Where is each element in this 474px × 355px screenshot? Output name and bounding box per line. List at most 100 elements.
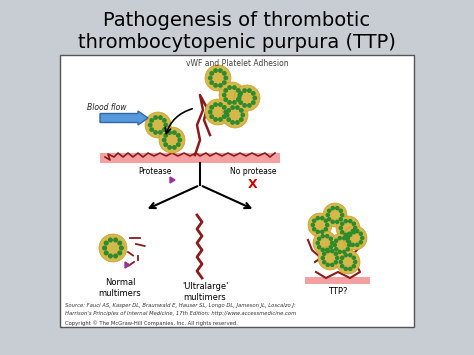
- Circle shape: [109, 254, 112, 258]
- Circle shape: [210, 72, 213, 75]
- Circle shape: [150, 119, 154, 122]
- Circle shape: [223, 115, 226, 118]
- Circle shape: [233, 86, 236, 89]
- Circle shape: [331, 250, 334, 253]
- Circle shape: [361, 236, 364, 240]
- Circle shape: [234, 85, 260, 111]
- Circle shape: [219, 69, 222, 72]
- Circle shape: [352, 256, 356, 260]
- Circle shape: [209, 76, 212, 80]
- Circle shape: [343, 250, 346, 253]
- Circle shape: [354, 226, 357, 230]
- Circle shape: [104, 241, 108, 245]
- Circle shape: [341, 213, 344, 217]
- Circle shape: [326, 235, 329, 238]
- Text: vWF and Platelet Adhesion: vWF and Platelet Adhesion: [186, 59, 288, 67]
- Circle shape: [330, 233, 354, 257]
- Text: Protease: Protease: [138, 168, 172, 176]
- Circle shape: [338, 250, 341, 253]
- Circle shape: [210, 81, 213, 84]
- Circle shape: [331, 263, 334, 266]
- Circle shape: [231, 106, 234, 109]
- Circle shape: [335, 239, 338, 242]
- Circle shape: [248, 89, 251, 92]
- Circle shape: [323, 252, 326, 255]
- Circle shape: [313, 228, 316, 231]
- Text: TTP?: TTP?: [328, 288, 348, 296]
- Circle shape: [252, 101, 255, 104]
- Circle shape: [336, 220, 339, 223]
- Circle shape: [336, 256, 339, 260]
- Circle shape: [119, 246, 123, 250]
- Circle shape: [318, 246, 321, 249]
- Circle shape: [343, 226, 367, 250]
- Circle shape: [222, 102, 248, 128]
- Circle shape: [334, 252, 337, 255]
- Circle shape: [336, 207, 339, 210]
- Circle shape: [214, 84, 217, 87]
- Circle shape: [231, 121, 234, 124]
- Circle shape: [164, 123, 167, 127]
- Circle shape: [339, 218, 342, 221]
- Circle shape: [347, 244, 351, 247]
- Circle shape: [352, 222, 356, 225]
- Circle shape: [349, 253, 352, 257]
- Circle shape: [321, 235, 324, 238]
- Circle shape: [313, 219, 316, 222]
- Circle shape: [237, 89, 240, 92]
- Circle shape: [335, 248, 338, 251]
- Circle shape: [329, 246, 332, 249]
- Circle shape: [177, 134, 180, 137]
- Text: Pathogenesis of thrombotic: Pathogenesis of thrombotic: [103, 11, 371, 29]
- Circle shape: [164, 134, 167, 137]
- Circle shape: [326, 248, 329, 251]
- Text: Blood flow: Blood flow: [87, 104, 127, 113]
- Circle shape: [331, 207, 334, 210]
- Circle shape: [349, 267, 352, 271]
- Text: X: X: [248, 179, 258, 191]
- Circle shape: [114, 238, 118, 242]
- Circle shape: [173, 146, 176, 149]
- Circle shape: [173, 131, 176, 134]
- Circle shape: [349, 233, 352, 236]
- Circle shape: [334, 261, 337, 264]
- Text: Normal
multimers: Normal multimers: [99, 278, 141, 298]
- Circle shape: [243, 104, 246, 107]
- Circle shape: [341, 231, 344, 234]
- Circle shape: [164, 143, 167, 146]
- Circle shape: [346, 236, 349, 240]
- FancyBboxPatch shape: [305, 277, 370, 284]
- Circle shape: [219, 103, 222, 106]
- Circle shape: [316, 241, 319, 245]
- Circle shape: [168, 146, 171, 149]
- Circle shape: [238, 93, 241, 97]
- Circle shape: [311, 223, 314, 226]
- Circle shape: [346, 239, 349, 242]
- Circle shape: [347, 241, 351, 244]
- Circle shape: [344, 253, 347, 257]
- Circle shape: [248, 104, 251, 107]
- Circle shape: [318, 246, 342, 270]
- Polygon shape: [170, 177, 175, 183]
- Circle shape: [336, 216, 360, 240]
- Circle shape: [333, 244, 337, 247]
- Circle shape: [352, 265, 356, 268]
- Circle shape: [252, 92, 255, 95]
- Circle shape: [145, 112, 171, 138]
- Circle shape: [214, 69, 217, 72]
- Circle shape: [356, 230, 359, 233]
- Circle shape: [210, 115, 213, 118]
- Circle shape: [104, 251, 108, 255]
- Circle shape: [159, 116, 162, 119]
- Circle shape: [214, 118, 217, 121]
- Circle shape: [347, 232, 351, 235]
- Circle shape: [359, 241, 363, 244]
- Circle shape: [326, 250, 329, 253]
- Circle shape: [205, 65, 231, 91]
- Circle shape: [359, 232, 363, 235]
- Text: Harrison's Principles of Internal Medicine, 17th Edition: http://www.accessmedic: Harrison's Principles of Internal Medici…: [65, 311, 296, 316]
- Circle shape: [241, 113, 245, 117]
- Circle shape: [336, 250, 360, 274]
- Circle shape: [224, 76, 228, 80]
- Circle shape: [240, 109, 243, 112]
